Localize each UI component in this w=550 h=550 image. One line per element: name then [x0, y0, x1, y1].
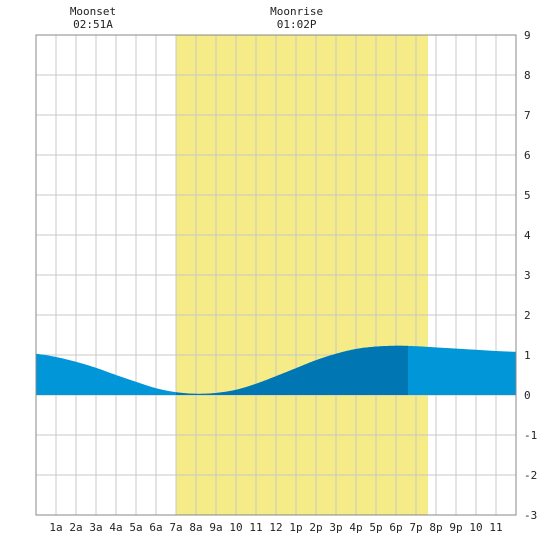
x-tick-label: 4p [349, 521, 362, 534]
x-tick-label: 8p [429, 521, 442, 534]
x-tick-label: 9p [449, 521, 462, 534]
tide-layer [36, 345, 516, 395]
x-tick-label: 6p [389, 521, 402, 534]
moon-event-time: 01:02P [277, 18, 317, 31]
moon-event-label: Moonset [70, 5, 116, 18]
y-tick-labels: 9 8 7 6 5 4 3 2 1 0 -1 -2 -3 [524, 29, 537, 522]
y-tick-label: -2 [524, 469, 537, 482]
tide-area-highlight [176, 345, 408, 395]
frame-layer [35, 34, 517, 516]
x-tick-label: 9a [209, 521, 222, 534]
y-tick-label: 4 [524, 229, 531, 242]
x-tick-label: 2a [69, 521, 82, 534]
x-tick-label: 12 [269, 521, 282, 534]
x-tick-label: 11 [249, 521, 262, 534]
x-tick-labels: 1a 2a 3a 4a 5a 6a 7a 8a 9a 10 11 12 1p 2p 3p 4p 5p 6p 7p 8p… [49, 521, 502, 534]
y-tick-label: -3 [524, 509, 537, 522]
x-tick-label: 4a [109, 521, 122, 534]
moon-event-label: Moonrise [270, 5, 323, 18]
y-tick-label: 1 [524, 349, 531, 362]
y-tick-label: -1 [524, 429, 537, 442]
x-tick-label: 10 [229, 521, 242, 534]
y-tick-label: 8 [524, 69, 531, 82]
x-tick-label: 3p [329, 521, 342, 534]
y-tick-label: 9 [524, 29, 531, 42]
x-tick-label: 3a [89, 521, 102, 534]
x-tick-label: 7a [169, 521, 182, 534]
x-tick-label: 5p [369, 521, 382, 534]
y-tick-label: 5 [524, 189, 531, 202]
x-tick-label: 2p [309, 521, 322, 534]
x-tick-label: 10 [469, 521, 482, 534]
x-tick-label: 1a [49, 521, 62, 534]
x-tick-label: 1p [289, 521, 302, 534]
y-tick-label: 2 [524, 309, 531, 322]
grid-layer [36, 34, 516, 516]
moon-event-time: 02:51A [73, 18, 113, 31]
plot-frame [35, 34, 517, 516]
x-tick-label: 7p [409, 521, 422, 534]
y-tick-label: 7 [524, 109, 531, 122]
x-tick-label: 5a [129, 521, 142, 534]
x-tick-label: 6a [149, 521, 162, 534]
y-tick-label: 6 [524, 149, 531, 162]
x-tick-label: 11 [489, 521, 502, 534]
x-tick-label: 8a [189, 521, 202, 534]
y-tick-label: 3 [524, 269, 531, 282]
y-tick-label: 0 [524, 389, 531, 402]
